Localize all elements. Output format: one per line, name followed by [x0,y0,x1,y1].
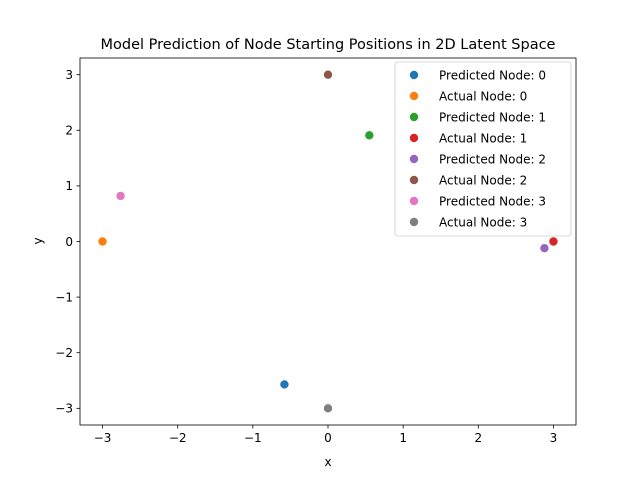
legend-marker [409,70,419,80]
data-point-series-0 [280,380,289,389]
x-tick-label: 1 [399,431,407,445]
x-axis-label: x [324,455,331,469]
legend-label: Predicted Node: 0 [439,68,546,82]
y-tick-label: −1 [55,290,73,304]
x-tick-label: 3 [550,431,558,445]
x-tick-label: −3 [94,431,112,445]
data-point-series-7 [323,404,333,413]
data-point-series-1 [98,237,107,246]
x-tick-label: 0 [324,431,332,445]
legend-marker [409,154,419,164]
data-point-series-6 [116,191,125,201]
legend-label: Predicted Node: 2 [439,152,546,166]
y-axis-label: y [31,237,45,244]
chart-title: Model Prediction of Node Starting Positi… [101,37,556,53]
legend-box [394,61,572,237]
legend-label: Actual Node: 1 [439,131,527,145]
data-point-series-3 [549,237,558,246]
x-tick-label: −1 [244,431,262,445]
data-point-series-4 [540,243,549,253]
y-tick-label: 0 [65,235,73,249]
legend-marker [409,91,419,101]
data-points [98,70,558,413]
legend-label: Actual Node: 0 [439,89,527,103]
x-tick-label: 2 [474,431,482,445]
y-tick-label: 1 [65,179,73,193]
legend-label: Actual Node: 3 [439,215,527,229]
x-tick-label: −2 [169,431,187,445]
legend-label: Predicted Node: 3 [439,194,546,208]
y-tick-label: 3 [65,68,73,82]
legend-marker [409,133,419,143]
legend-label: Actual Node: 2 [439,173,527,187]
data-point-series-5 [323,70,333,79]
y-tick-label: 2 [65,124,73,138]
axis-ticks: −3 −2 −1 0 1 2 3 −3 −2 −1 0 1 2 3 [55,68,557,445]
legend-marker [409,112,419,122]
y-tick-label: −3 [55,402,73,416]
legend-marker [409,196,419,206]
legend-label: Predicted Node: 1 [439,110,546,124]
legend-marker [409,217,419,227]
legend-marker [409,175,419,185]
y-tick-label: −2 [55,346,73,360]
data-point-series-2 [365,131,374,140]
legend: Predicted Node: 0 Actual Node: 0 Predicted… [394,61,572,237]
